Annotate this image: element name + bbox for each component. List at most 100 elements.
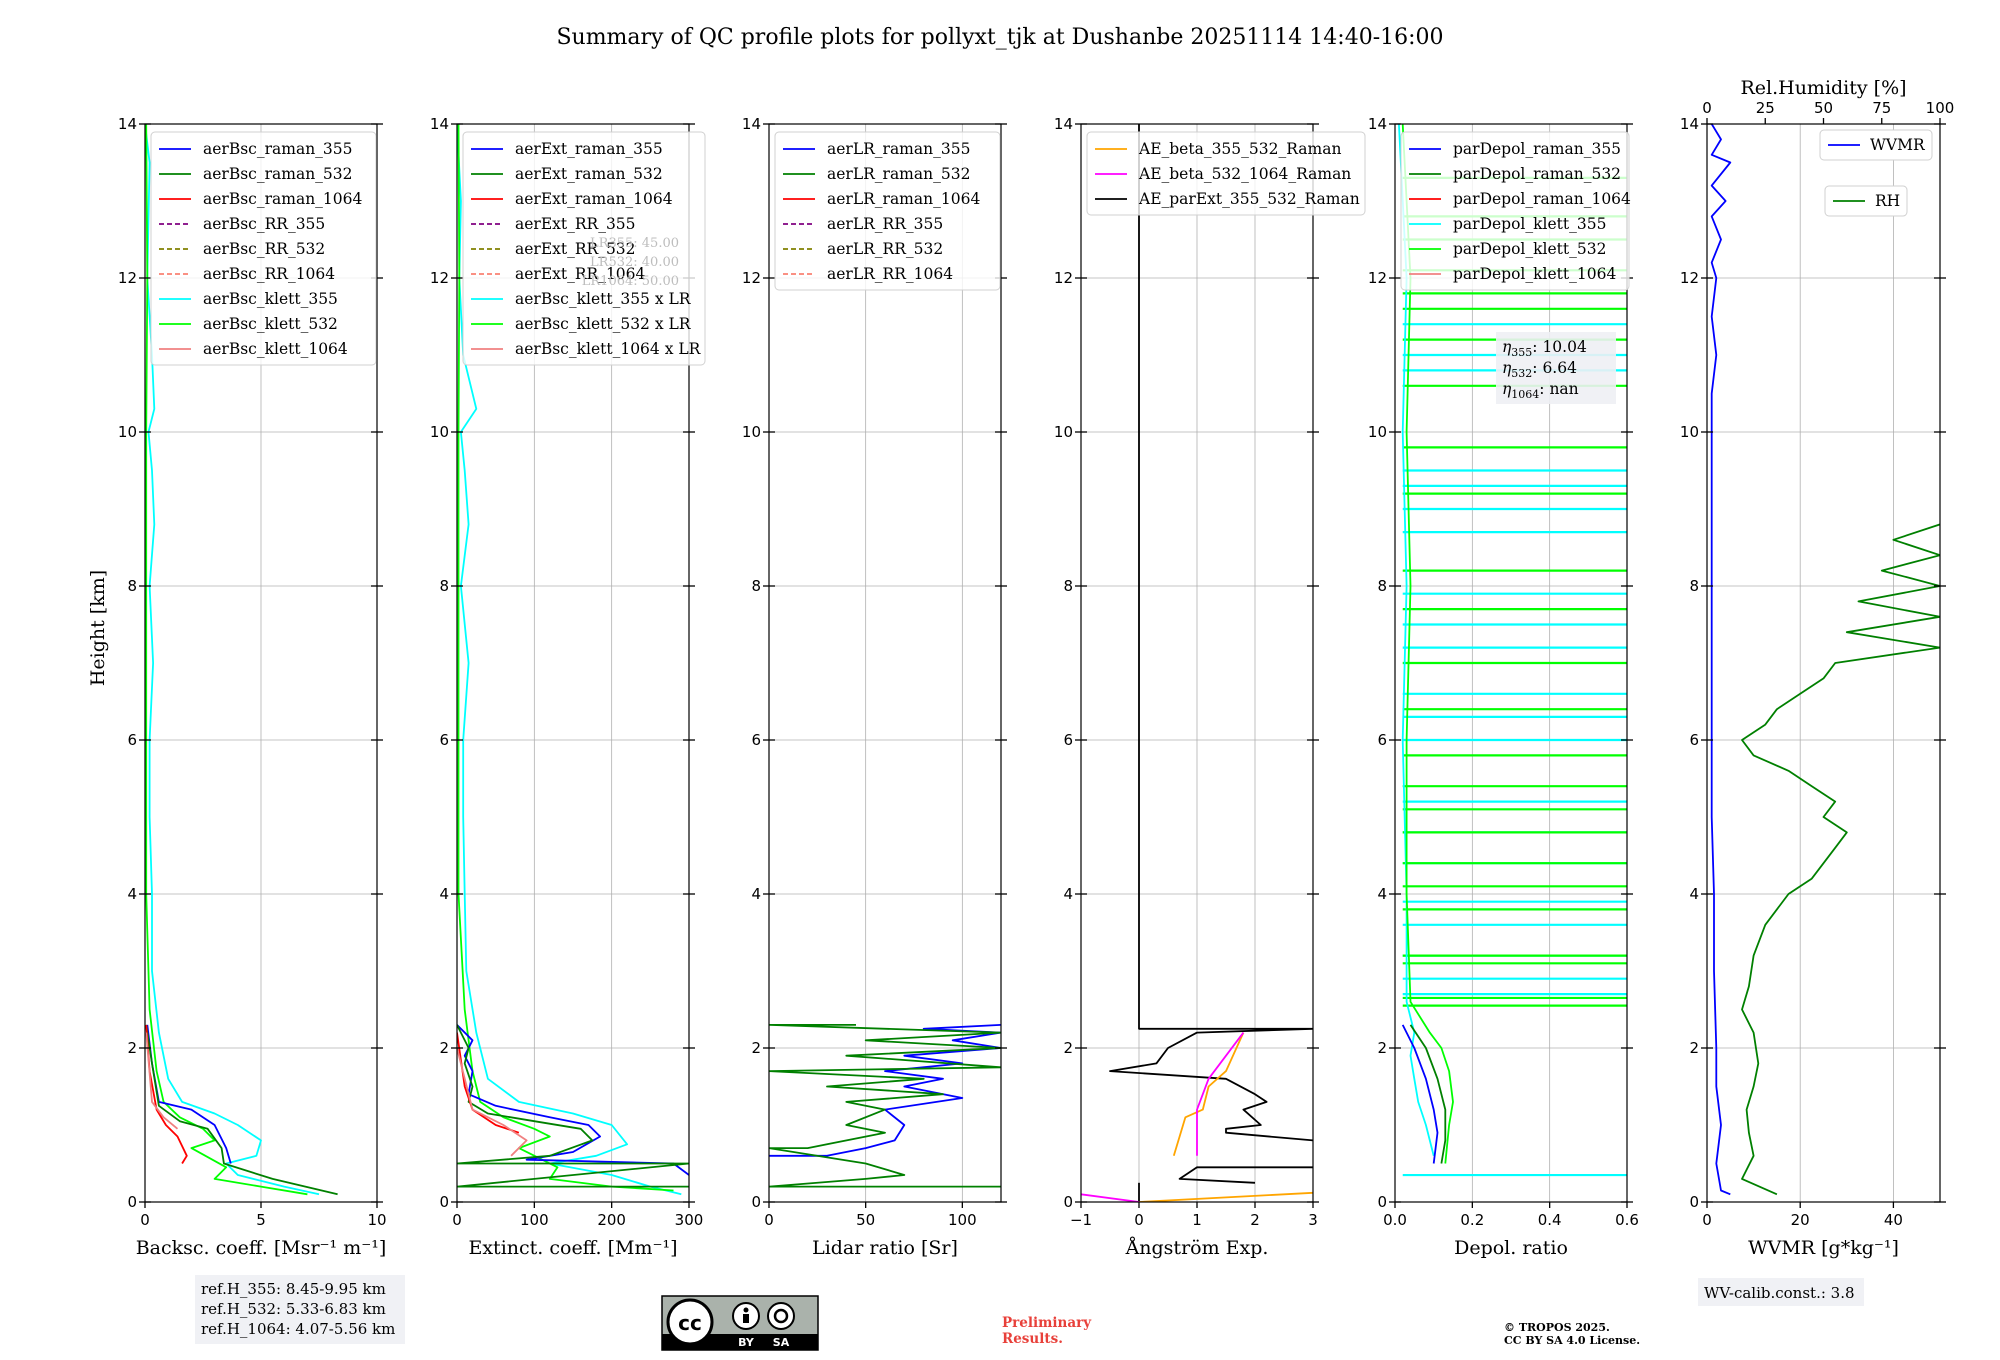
lidar-ratio-annotation: LR532: 40.00 [590, 255, 679, 270]
sa-icon [767, 1302, 795, 1330]
series-line-1 [1741, 523, 1940, 1196]
legend-label: aerLR_raman_1064 [827, 190, 980, 208]
x-tick-label: 0 [1134, 1211, 1144, 1229]
legend-label: WVMR [1870, 136, 1926, 154]
x-axis-label: Lidar ratio [Sr] [812, 1237, 958, 1259]
legend-label: aerBsc_klett_1064 x LR [515, 340, 702, 358]
y-tick-label: 8 [751, 577, 761, 595]
legend-label: aerBsc_klett_532 x LR [515, 315, 692, 333]
x-tick-label: 0 [764, 1211, 774, 1229]
panel-backscatter: 0 2 4 6 8 10 12 14 0 5 10 Backsc. coeff. [Msr⁻¹ m⁻¹… [118, 115, 387, 1259]
cc-license-badge: cc BY SA [661, 1295, 819, 1351]
y-tick-label: 2 [1689, 1039, 1699, 1057]
y-tick-label: 12 [1368, 269, 1387, 287]
legend-label: aerExt_RR_355 [515, 215, 636, 233]
legend-label: parDepol_klett_532 [1453, 240, 1606, 258]
plot-area [457, 124, 689, 1196]
x-tick-label: 1 [1192, 1211, 1202, 1229]
series-line-0 [145, 124, 320, 1196]
series-line-2 [1401, 1024, 1439, 1164]
legend-label: parDepol_raman_532 [1453, 165, 1621, 183]
y-tick-label: 4 [127, 885, 137, 903]
x-axis-label: Backsc. coeff. [Msr⁻¹ m⁻¹] [136, 1237, 387, 1259]
panel-depolarization: 0 2 4 6 8 10 12 14 0.0 0.2 0.4 0.6 Depol. ratio parDe… [1368, 115, 1639, 1259]
eta-box [1496, 332, 1616, 404]
axes-frame [768, 123, 1002, 1203]
legend-box [150, 131, 377, 366]
legend-label: AE_beta_355_532_Raman [1138, 140, 1341, 158]
plot-area [1710, 124, 1940, 1196]
y-tick-label: 6 [1377, 731, 1387, 749]
copyright-line2: CC BY SA 4.0 License. [1504, 1334, 1640, 1347]
x-tick-label: 300 [675, 1211, 704, 1229]
y-tick-label: 2 [751, 1039, 761, 1057]
legend-label: aerBsc_raman_1064 [203, 190, 363, 208]
copyright-line1: © TROPOS 2025. [1504, 1321, 1610, 1334]
legend-label: aerExt_raman_1064 [515, 190, 673, 208]
x-tick-label: 0 [140, 1211, 150, 1229]
y-tick-label: 14 [430, 115, 449, 133]
series-line-6 [1081, 1193, 1140, 1202]
y-axis-label: Height [km] [87, 570, 109, 686]
legend-label: aerExt_RR_1064 [515, 265, 646, 283]
legend-label: aerBsc_klett_355 [203, 290, 338, 308]
y-tick-label: 8 [1689, 577, 1699, 595]
y-tick-label: 10 [118, 423, 137, 441]
y-tick-label: 12 [742, 269, 761, 287]
y-tick-label: 8 [1377, 577, 1387, 595]
legend-box [462, 131, 706, 366]
top-x-tick-label: 50 [1814, 99, 1833, 117]
y-tick-label: 2 [1063, 1039, 1073, 1057]
y-tick-label: 0 [439, 1193, 449, 1211]
legend-label: aerBsc_raman_355 [203, 140, 353, 158]
legend-label: aerBsc_RR_532 [203, 240, 325, 258]
y-tick-label: 6 [439, 731, 449, 749]
legend-label: aerBsc_klett_1064 [203, 340, 348, 358]
wv-calib-box [1698, 1278, 1864, 1306]
y-tick-label: 10 [1054, 423, 1073, 441]
by-text: BY [738, 1336, 755, 1349]
legend-label: aerLR_RR_1064 [827, 265, 953, 283]
series-line-0 [457, 124, 682, 1196]
y-tick-label: 12 [1680, 269, 1699, 287]
y-tick-label: 6 [1689, 731, 1699, 749]
x-tick-label: 0.4 [1538, 1211, 1562, 1229]
series-line-5 [457, 1047, 528, 1157]
x-axis-label: WVMR [g*kg⁻¹] [1748, 1237, 1899, 1259]
legend-label: aerLR_RR_355 [827, 215, 943, 233]
plot-area [1081, 124, 1313, 1202]
series-line-1 [145, 124, 308, 1196]
legend-label: RH [1875, 192, 1900, 210]
y-tick-label: 14 [1054, 115, 1073, 133]
legend-label: aerLR_raman_355 [827, 140, 970, 158]
figure-title: Summary of QC profile plots for pollyxt_… [556, 25, 1443, 50]
legend-label: aerExt_raman_355 [515, 140, 663, 158]
lidar-ratio-annotation: LR1064: 50.00 [582, 274, 679, 289]
x-tick-label: 50 [856, 1211, 875, 1229]
y-tick-label: 14 [118, 115, 137, 133]
legend-label: parDepol_raman_1064 [1453, 190, 1631, 208]
y-tick-label: 4 [1689, 885, 1699, 903]
y-tick-label: 0 [127, 1193, 137, 1211]
legend-box [1086, 131, 1366, 216]
plot-area [1398, 124, 1627, 1177]
legend-label: parDepol_klett_355 [1453, 215, 1606, 233]
series-line-1 [1401, 124, 1454, 1164]
series-line-0 [1109, 124, 1313, 1142]
y-tick-label: 6 [751, 731, 761, 749]
wv-calib-text: WV-calib.const.: 3.8 [1704, 1284, 1855, 1302]
y-tick-label: 0 [1689, 1193, 1699, 1211]
legend-label: aerLR_raman_532 [827, 165, 970, 183]
y-tick-label: 12 [430, 269, 449, 287]
legend-box-wvmr [1819, 129, 1933, 161]
x-tick-label: 2 [1250, 1211, 1260, 1229]
y-tick-label: 8 [439, 577, 449, 595]
y-tick-label: 4 [1063, 885, 1073, 903]
y-tick-label: 0 [1377, 1193, 1387, 1211]
y-tick-label: 8 [127, 577, 137, 595]
sa-text: SA [773, 1336, 790, 1349]
x-tick-label: 0 [1702, 1211, 1712, 1229]
top-x-tick-label: 100 [1926, 99, 1955, 117]
